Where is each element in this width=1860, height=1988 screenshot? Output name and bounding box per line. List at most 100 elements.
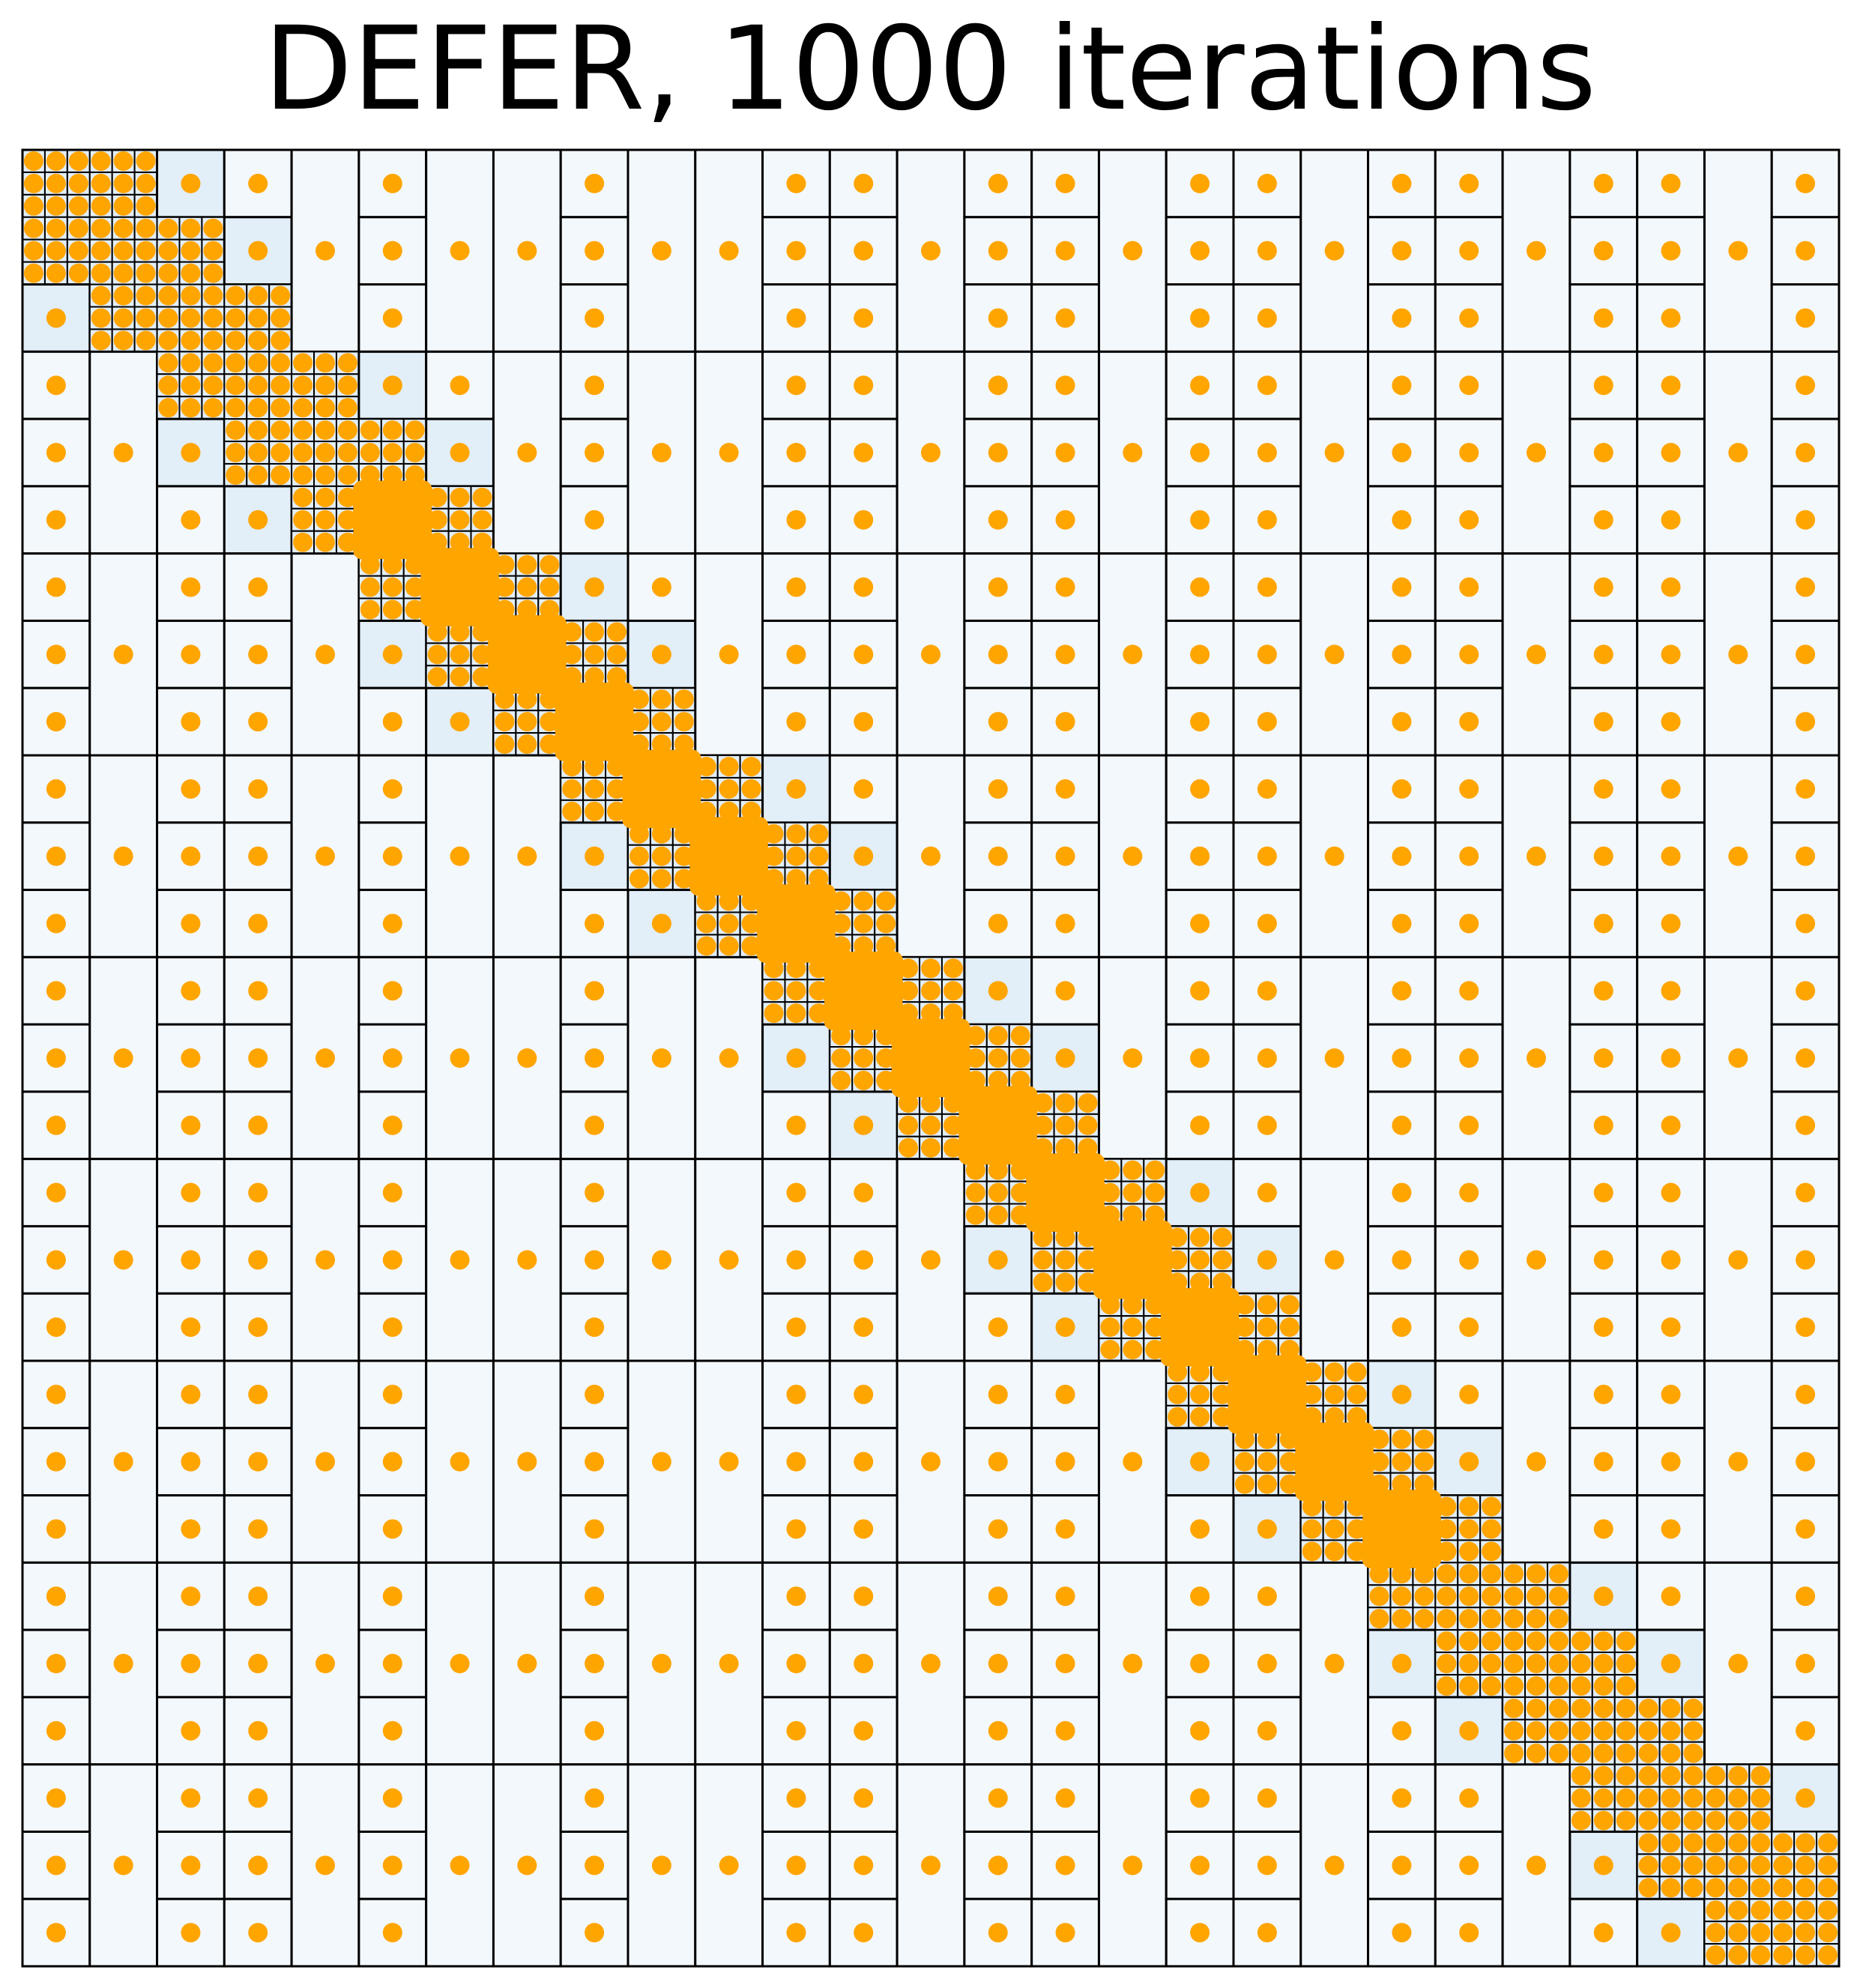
sample-point: [1257, 1855, 1277, 1876]
sample-point: [1369, 1586, 1389, 1607]
sample-point: [854, 241, 874, 261]
sample-point: [585, 846, 605, 866]
sample-point: [1818, 1833, 1838, 1853]
sample-point: [315, 1250, 335, 1270]
sample-point: [1459, 1923, 1479, 1943]
sample-point: [517, 1855, 537, 1876]
sample-point: [1213, 1407, 1233, 1427]
sample-point: [585, 1654, 605, 1673]
sample-point: [46, 510, 66, 530]
sample-point: [831, 1026, 851, 1046]
sample-point: [876, 1070, 896, 1090]
sample-point: [181, 1519, 201, 1539]
sample-point: [450, 487, 470, 507]
sample-point: [248, 510, 268, 530]
sample-point: [1369, 1429, 1389, 1449]
sample-point: [1257, 913, 1277, 934]
partition-cell: [1568, 1359, 1639, 1430]
sample-point: [382, 599, 402, 620]
sample-point: [1392, 577, 1412, 597]
sample-point: [1616, 1631, 1636, 1652]
sample-point: [1145, 1340, 1165, 1360]
sample-point: [585, 779, 605, 799]
sample-point: [1055, 1272, 1075, 1293]
sample-point: [629, 734, 649, 755]
sample-point: [1527, 1855, 1546, 1876]
sample-point: [1302, 1407, 1322, 1427]
sample-point: [1593, 644, 1613, 665]
sample-point: [91, 330, 111, 351]
sample-point: [1683, 1765, 1703, 1786]
sample-point: [1661, 1923, 1681, 1943]
sample-point: [517, 577, 537, 597]
sample-point: [854, 913, 874, 934]
sample-point: [1347, 1519, 1367, 1539]
sample-point: [23, 173, 43, 193]
sample-point: [1459, 375, 1479, 396]
sample-point: [472, 510, 492, 530]
sample-point: [1190, 1720, 1210, 1741]
sample-point: [1459, 1654, 1479, 1673]
sample-point: [382, 1654, 402, 1673]
sample-point: [1324, 644, 1344, 665]
sample-point: [1728, 1788, 1748, 1808]
sample-point: [1033, 1250, 1053, 1270]
sample-point: [1392, 1788, 1412, 1808]
sample-point: [1459, 1676, 1479, 1696]
sample-point: [382, 644, 402, 665]
sample-point: [1796, 1833, 1816, 1853]
sample-point: [585, 1048, 605, 1068]
sample-point: [450, 846, 470, 866]
sample-point: [1437, 1631, 1457, 1652]
sample-point: [1796, 1115, 1816, 1135]
sample-point: [1548, 1586, 1568, 1607]
sample-point: [136, 263, 156, 283]
sample-point: [585, 1182, 605, 1203]
sample-point: [293, 487, 313, 507]
sample-point: [1482, 1631, 1502, 1652]
sample-point: [271, 420, 291, 441]
sample-point: [293, 420, 313, 441]
sample-point: [741, 891, 761, 911]
sample-point: [1661, 1833, 1681, 1853]
sample-point: [495, 555, 515, 575]
sample-point: [585, 1115, 605, 1135]
sample-point: [158, 263, 178, 283]
sample-point: [1593, 1586, 1613, 1607]
sample-point: [1234, 1474, 1254, 1494]
sample-point: [1234, 1317, 1254, 1338]
sample-point: [651, 846, 671, 866]
sample-point: [1324, 1384, 1344, 1404]
partition-cell: [1703, 1158, 1773, 1362]
sample-point: [831, 936, 851, 956]
sample-point: [450, 712, 470, 732]
sample-point: [988, 1855, 1008, 1876]
sample-point: [1279, 1295, 1299, 1315]
sample-point: [988, 1250, 1008, 1270]
sample-point: [495, 577, 515, 597]
sample-point: [786, 1923, 806, 1943]
sample-point: [921, 1003, 940, 1024]
sample-point: [1190, 1384, 1210, 1404]
sample-point: [1751, 1855, 1771, 1876]
sample-point: [203, 263, 223, 283]
sample-point: [382, 1586, 402, 1607]
sample-point: [786, 1003, 806, 1024]
sample-point: [988, 1720, 1008, 1741]
sample-point: [248, 1384, 268, 1404]
sample-point: [158, 398, 178, 418]
sample-point: [271, 285, 291, 306]
sample-point: [1728, 1878, 1748, 1898]
sample-point: [495, 689, 515, 710]
sample-point: [1459, 1250, 1479, 1270]
partition-cell: [559, 1023, 629, 1093]
sample-point: [1593, 1317, 1613, 1338]
sample-point: [337, 398, 357, 418]
sample-point: [450, 1250, 470, 1270]
sample-point: [1593, 375, 1613, 396]
sample-point: [1302, 1519, 1322, 1539]
sample-point: [607, 667, 627, 687]
sample-point: [472, 667, 492, 687]
sample-point: [472, 644, 492, 665]
sample-point: [46, 1451, 66, 1472]
